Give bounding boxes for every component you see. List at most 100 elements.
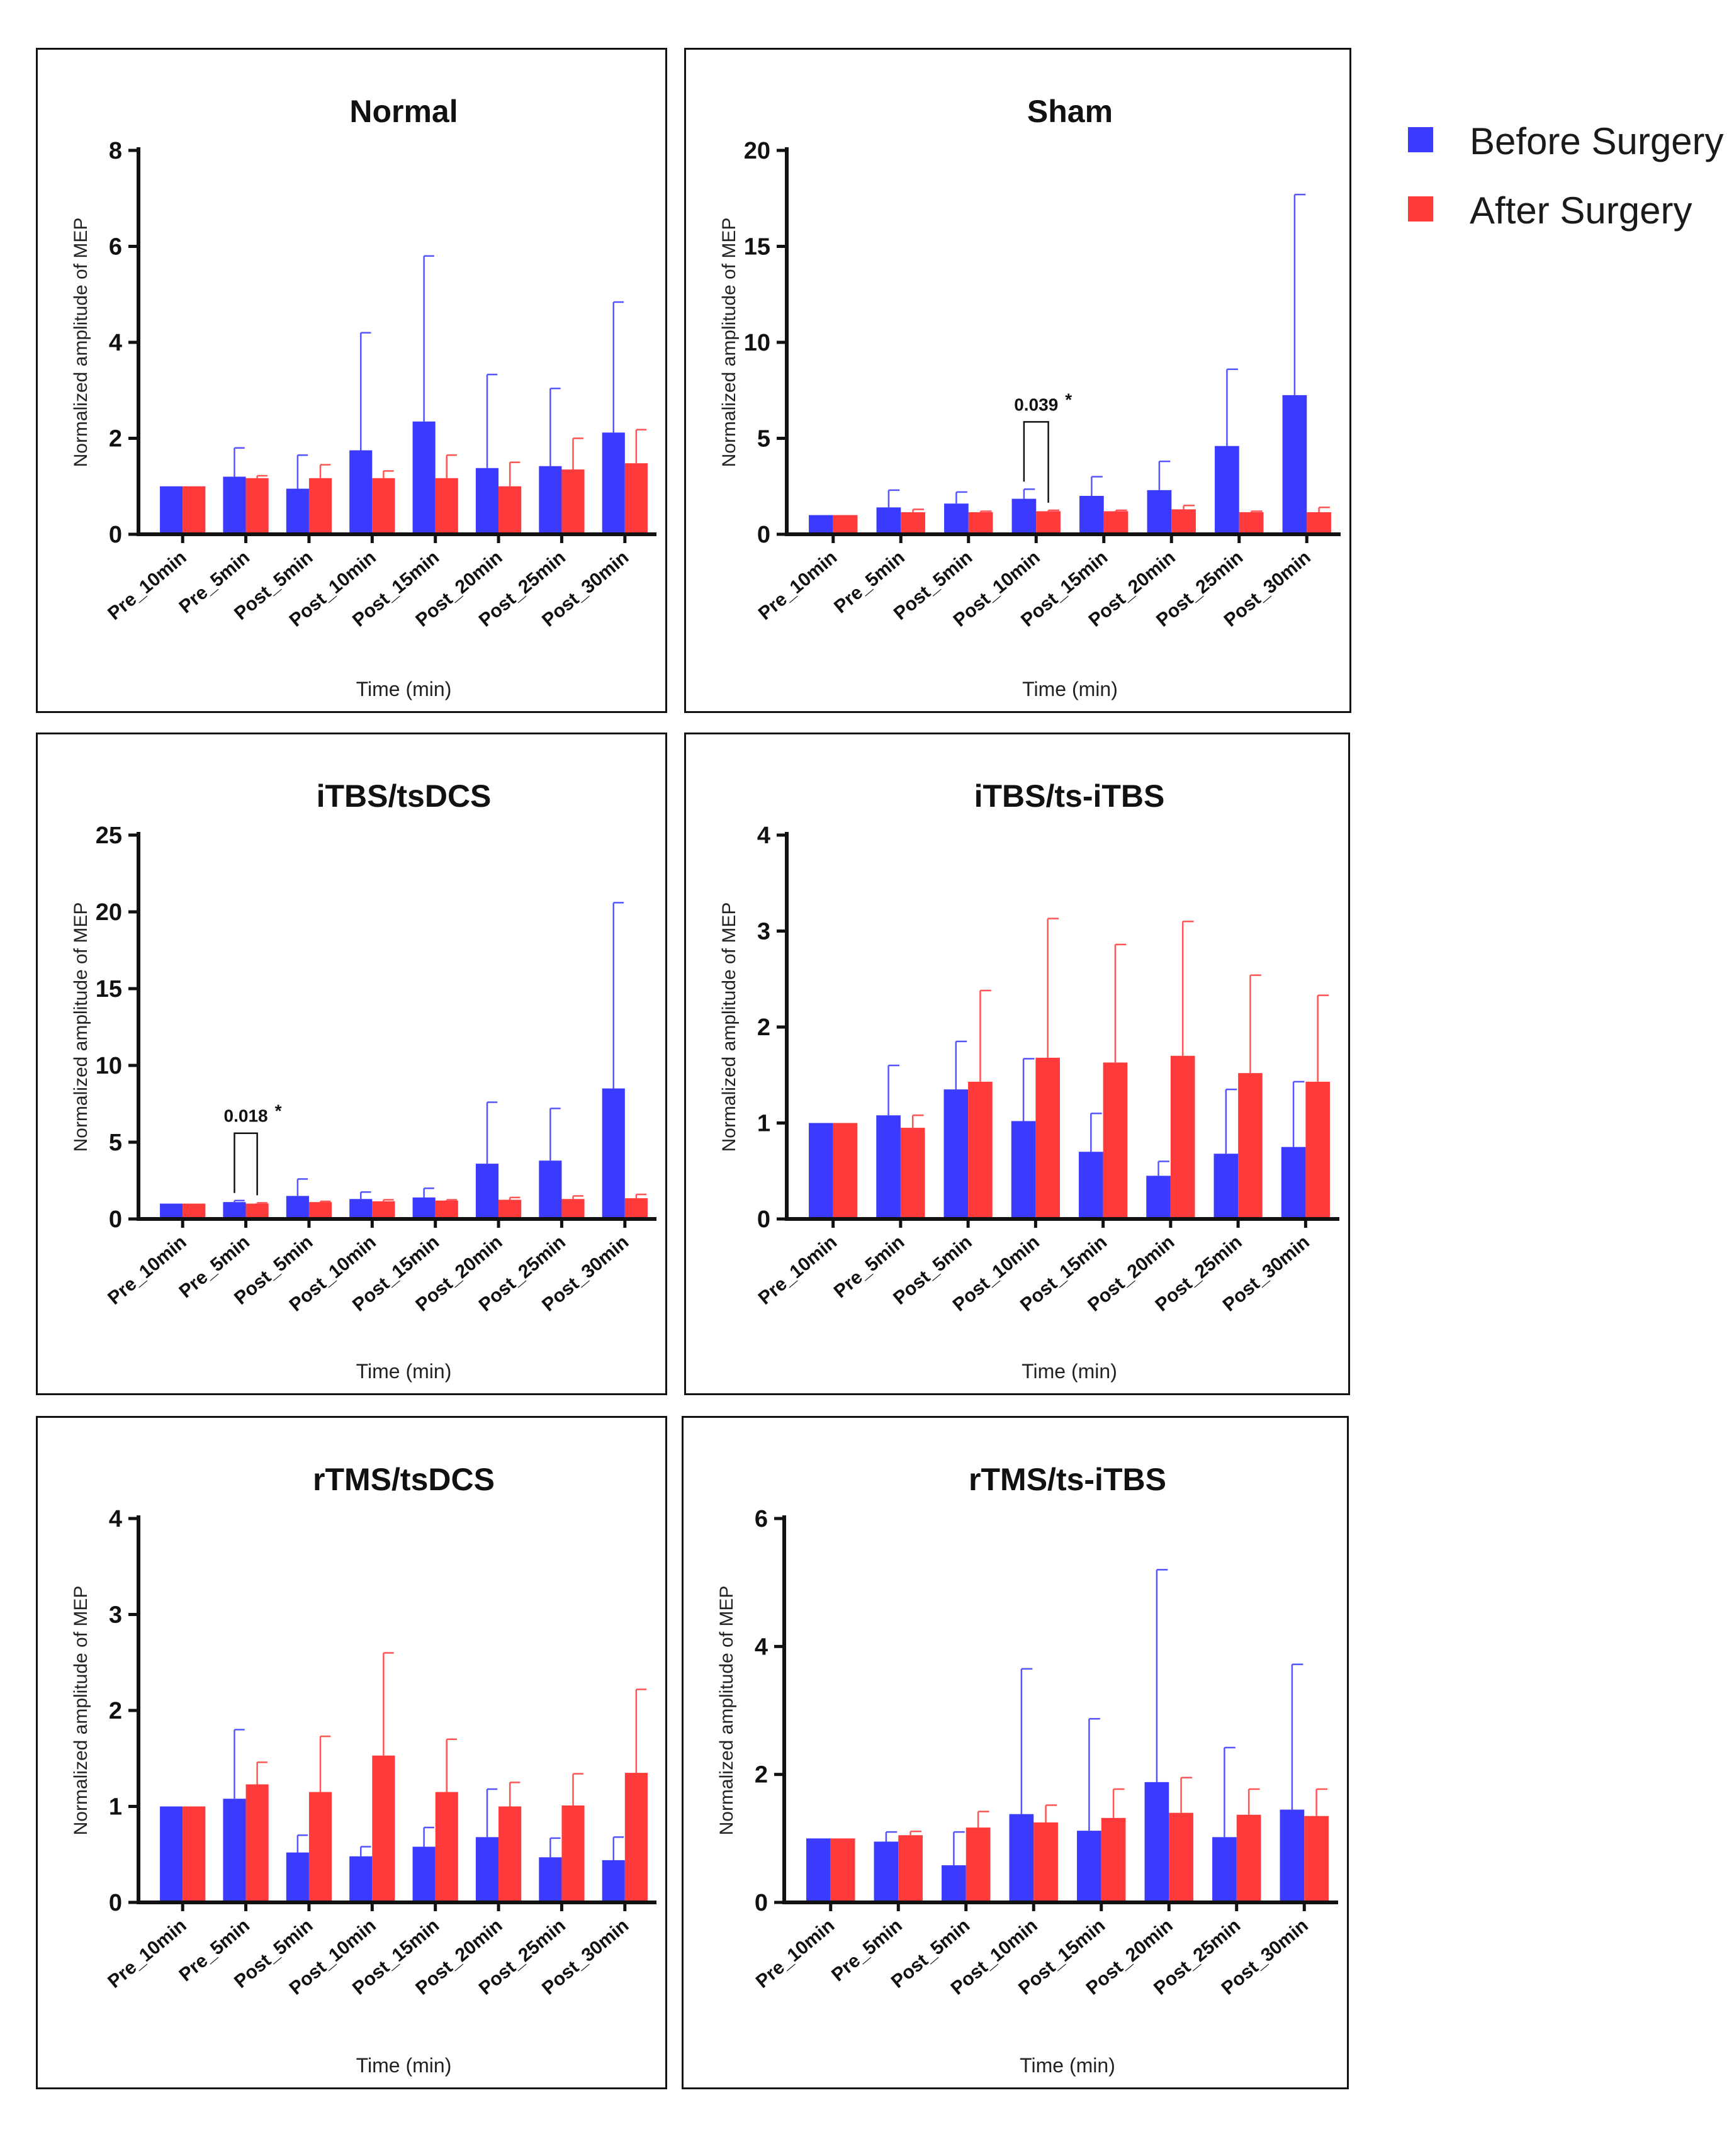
legend-swatch-after xyxy=(1408,196,1433,222)
bar-after-surgery-pre-5min xyxy=(901,512,925,534)
bar-before-surgery-post-25min xyxy=(539,466,562,534)
bar-after-surgery-post-30min xyxy=(624,1773,648,1902)
y-tick-label-1: 1 xyxy=(109,1794,122,1821)
x-axis-label: Time (min) xyxy=(1022,678,1118,700)
bar-before-surgery-post-10min xyxy=(1011,498,1037,534)
bar-before-surgery-pre-5min xyxy=(223,476,246,534)
bar-after-surgery-post-25min xyxy=(561,469,585,534)
y-tick-label-0: 0 xyxy=(757,522,770,548)
chart-normal: Normal Normalized amplitude of MEP Time (m… xyxy=(70,94,656,700)
x-tick-label-pre-10min: Pre_10min xyxy=(752,1915,838,1992)
bar-before-surgery-post-20min xyxy=(475,1164,499,1219)
bar-after-surgery-post-15min xyxy=(435,478,458,534)
x-axis-label: Time (min) xyxy=(356,2054,452,2077)
bar-before-surgery-pre-5min xyxy=(876,507,901,534)
bar-before-surgery-post-20min xyxy=(475,1837,499,1902)
y-tick-label-2: 2 xyxy=(755,1762,768,1788)
bar-after-surgery-pre-5min xyxy=(245,478,269,534)
bar-after-surgery-pre-5min xyxy=(245,1784,269,1902)
bar-before-surgery-post-15min xyxy=(412,1846,436,1902)
chart-rtms-ts-itbs: rTMS/ts-iTBS Normalized amplitude of MEP T… xyxy=(716,1462,1338,2077)
bar-before-surgery-post-30min xyxy=(1281,1147,1306,1219)
bar-after-surgery-post-25min xyxy=(1239,512,1264,534)
y-axis-label: Normalized amplitude of MEP xyxy=(70,218,91,468)
bar-before-surgery-pre-5min xyxy=(223,1202,246,1219)
y-tick-label-3: 3 xyxy=(109,1602,122,1629)
y-axis-label: Normalized amplitude of MEP xyxy=(719,902,740,1152)
bar-before-surgery-pre-10min xyxy=(809,515,833,534)
x-tick-label-pre-10min: Pre_10min xyxy=(755,547,841,624)
bar-after-surgery-post-10min xyxy=(1036,511,1061,534)
bar-before-surgery-post-25min xyxy=(1215,446,1239,534)
bar-after-surgery-post-5min xyxy=(308,1792,332,1902)
bar-before-surgery-post-15min xyxy=(1077,1831,1101,1902)
chart-panel-rtms-tsdcs: rTMS/tsDCS Normalized amplitude of MEP Tim… xyxy=(36,1416,667,2089)
bar-after-surgery-pre-10min xyxy=(833,515,858,534)
chart-title: rTMS/ts-iTBS xyxy=(969,1462,1166,1497)
bar-after-surgery-post-5min xyxy=(968,512,993,534)
bar-after-surgery-pre-10min xyxy=(183,486,206,534)
bar-before-surgery-post-30min xyxy=(602,432,625,534)
chart-itbs-ts-itbs: iTBS/ts-iTBS Normalized amplitude of MEP T… xyxy=(719,778,1339,1383)
bar-after-surgery-post-30min xyxy=(1305,1081,1330,1219)
y-tick-label-0: 0 xyxy=(109,1890,122,1916)
y-tick-label-10: 10 xyxy=(96,1053,122,1079)
bar-before-surgery-post-5min xyxy=(942,1865,966,1902)
legend-label-after: After Surgery xyxy=(1470,189,1692,232)
bar-after-surgery-post-30min xyxy=(624,463,648,534)
bar-before-surgery-post-10min xyxy=(349,1199,373,1219)
bar-before-surgery-post-30min xyxy=(1282,395,1307,534)
bar-after-surgery-post-10min xyxy=(1033,1822,1058,1902)
legend-swatch-before xyxy=(1408,127,1433,152)
bar-before-surgery-post-15min xyxy=(412,421,436,534)
bar-before-surgery-post-5min xyxy=(286,488,309,534)
y-tick-label-4: 4 xyxy=(757,823,770,849)
y-tick-label-20: 20 xyxy=(96,899,122,926)
x-tick-label-pre-10min: Pre_10min xyxy=(104,1232,190,1309)
y-axis-label: Normalized amplitude of MEP xyxy=(716,1586,737,1836)
bar-after-surgery-post-25min xyxy=(561,1199,585,1219)
y-tick-label-2: 2 xyxy=(109,426,122,452)
bar-before-surgery-post-20min xyxy=(1147,490,1172,534)
bar-before-surgery-pre-5min xyxy=(876,1115,901,1219)
bar-after-surgery-post-5min xyxy=(308,478,332,534)
y-axis-label: Normalized amplitude of MEP xyxy=(70,1586,91,1836)
chart-title: Sham xyxy=(1027,94,1113,129)
bar-after-surgery-post-15min xyxy=(435,1200,458,1219)
y-tick-label-1: 1 xyxy=(757,1111,770,1137)
bar-before-surgery-pre-10min xyxy=(160,1203,183,1219)
bar-before-surgery-post-20min xyxy=(475,468,499,534)
bar-before-surgery-post-15min xyxy=(1079,496,1104,534)
bar-after-surgery-pre-10min xyxy=(183,1203,206,1219)
y-tick-label-5: 5 xyxy=(757,426,770,452)
bar-after-surgery-post-20min xyxy=(498,1199,522,1219)
bar-before-surgery-post-25min xyxy=(1212,1837,1237,1902)
chart-itbs-tsdcs: iTBS/tsDCS Normalized amplitude of MEP Tim… xyxy=(70,778,656,1383)
y-tick-label-6: 6 xyxy=(755,1506,768,1532)
x-axis-label: Time (min) xyxy=(1020,2054,1115,2077)
bar-before-surgery-pre-10min xyxy=(806,1838,831,1902)
y-tick-label-15: 15 xyxy=(744,234,770,261)
bar-after-surgery-post-15min xyxy=(1103,1062,1128,1219)
bar-after-surgery-pre-10min xyxy=(833,1123,858,1219)
bar-after-surgery-post-25min xyxy=(1236,1814,1261,1902)
bar-after-surgery-post-30min xyxy=(1304,1816,1329,1902)
y-tick-label-4: 4 xyxy=(755,1634,768,1660)
bar-before-surgery-pre-10min xyxy=(160,1806,183,1902)
bar-before-surgery-post-15min xyxy=(1079,1152,1103,1219)
chart-sham: Sham Normalized amplitude of MEP Time (min… xyxy=(719,94,1341,700)
bar-before-surgery-post-10min xyxy=(1009,1814,1034,1902)
bar-before-surgery-pre-5min xyxy=(874,1841,899,1902)
bar-after-surgery-post-10min xyxy=(372,478,395,534)
bar-after-surgery-post-5min xyxy=(308,1202,332,1219)
bar-before-surgery-post-25min xyxy=(539,1857,562,1902)
x-tick-label-pre-10min: Pre_10min xyxy=(755,1232,841,1309)
bar-after-surgery-pre-5min xyxy=(898,1835,923,1902)
chart-panel-itbs-ts-itbs: iTBS/ts-iTBS Normalized amplitude of MEP T… xyxy=(684,733,1350,1395)
significance-star: * xyxy=(1065,390,1072,409)
chart-title: Normal xyxy=(349,94,458,129)
y-tick-label-15: 15 xyxy=(96,976,122,1002)
legend: Before Surgery After Surgery xyxy=(1400,120,1728,258)
y-tick-label-4: 4 xyxy=(109,330,122,356)
significance-label: 0.039 xyxy=(1014,395,1058,414)
